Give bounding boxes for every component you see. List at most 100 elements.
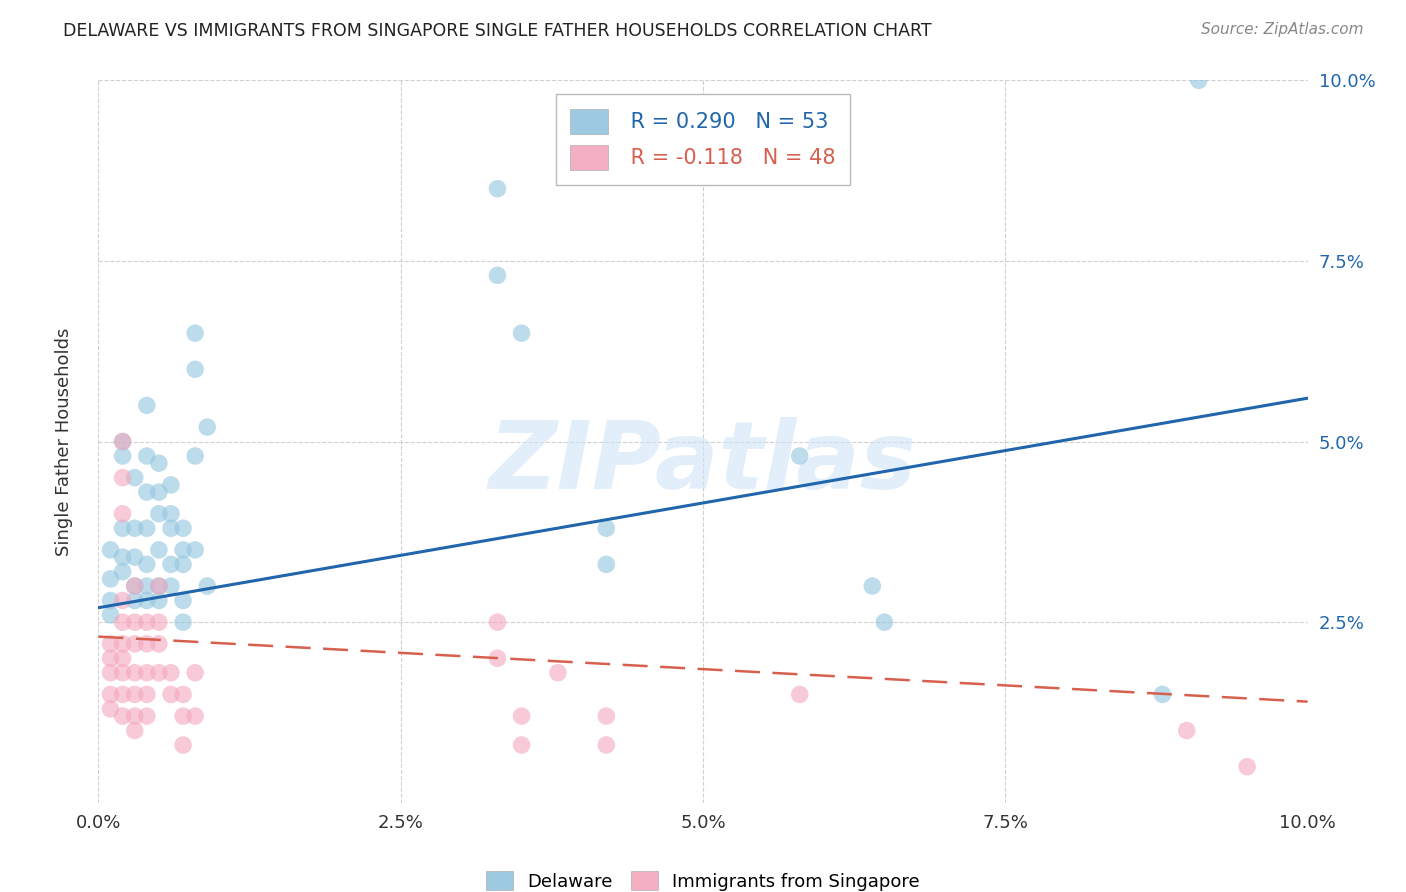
Y-axis label: Single Father Households: Single Father Households — [55, 327, 73, 556]
Point — [124, 579, 146, 593]
Point — [100, 702, 122, 716]
Point — [595, 709, 617, 723]
Point — [111, 687, 134, 701]
Point — [184, 449, 207, 463]
Point — [595, 558, 617, 572]
Point — [172, 558, 194, 572]
Point — [124, 709, 146, 723]
Point — [172, 709, 194, 723]
Point — [135, 593, 157, 607]
Point — [124, 521, 146, 535]
Point — [124, 471, 146, 485]
Point — [160, 507, 183, 521]
Point — [148, 579, 170, 593]
Point — [111, 449, 134, 463]
Point — [124, 550, 146, 565]
Point — [172, 687, 194, 701]
Point — [547, 665, 569, 680]
Point — [184, 542, 207, 557]
Point — [510, 738, 533, 752]
Point — [486, 268, 509, 283]
Point — [135, 558, 157, 572]
Point — [124, 593, 146, 607]
Point — [124, 723, 146, 738]
Point — [595, 521, 617, 535]
Text: DELAWARE VS IMMIGRANTS FROM SINGAPORE SINGLE FATHER HOUSEHOLDS CORRELATION CHART: DELAWARE VS IMMIGRANTS FROM SINGAPORE SI… — [63, 22, 932, 40]
Point — [873, 615, 896, 630]
Point — [595, 738, 617, 752]
Point — [148, 456, 170, 470]
Point — [172, 738, 194, 752]
Point — [111, 637, 134, 651]
Point — [135, 615, 157, 630]
Point — [100, 637, 122, 651]
Point — [111, 665, 134, 680]
Point — [148, 615, 170, 630]
Point — [124, 615, 146, 630]
Point — [148, 485, 170, 500]
Point — [148, 507, 170, 521]
Point — [1152, 687, 1174, 701]
Point — [100, 542, 122, 557]
Point — [148, 579, 170, 593]
Point — [111, 615, 134, 630]
Point — [135, 485, 157, 500]
Point — [111, 593, 134, 607]
Point — [148, 593, 170, 607]
Point — [111, 434, 134, 449]
Point — [111, 434, 134, 449]
Point — [124, 637, 146, 651]
Point — [111, 550, 134, 565]
Point — [486, 182, 509, 196]
Point — [160, 687, 183, 701]
Point — [172, 593, 194, 607]
Point — [135, 579, 157, 593]
Point — [184, 709, 207, 723]
Point — [510, 709, 533, 723]
Point — [195, 579, 218, 593]
Point — [184, 665, 207, 680]
Point — [111, 709, 134, 723]
Point — [184, 362, 207, 376]
Point — [486, 615, 509, 630]
Text: Source: ZipAtlas.com: Source: ZipAtlas.com — [1201, 22, 1364, 37]
Point — [486, 651, 509, 665]
Point — [100, 665, 122, 680]
Point — [1188, 73, 1211, 87]
Point — [100, 593, 122, 607]
Point — [111, 471, 134, 485]
Point — [100, 607, 122, 622]
Point — [148, 542, 170, 557]
Point — [160, 478, 183, 492]
Point — [135, 398, 157, 412]
Point — [111, 521, 134, 535]
Point — [160, 579, 183, 593]
Point — [789, 449, 811, 463]
Point — [160, 665, 183, 680]
Point — [135, 687, 157, 701]
Point — [135, 521, 157, 535]
Point — [124, 579, 146, 593]
Point — [124, 665, 146, 680]
Point — [160, 558, 183, 572]
Point — [111, 507, 134, 521]
Point — [1175, 723, 1198, 738]
Point — [172, 615, 194, 630]
Point — [789, 687, 811, 701]
Point — [111, 565, 134, 579]
Point — [510, 326, 533, 340]
Point — [172, 542, 194, 557]
Text: ZIPatlas: ZIPatlas — [489, 417, 917, 509]
Point — [172, 521, 194, 535]
Point — [184, 326, 207, 340]
Point — [100, 687, 122, 701]
Point — [860, 579, 883, 593]
Legend: Delaware, Immigrants from Singapore: Delaware, Immigrants from Singapore — [477, 863, 929, 892]
Point — [148, 665, 170, 680]
Point — [111, 651, 134, 665]
Point — [135, 637, 157, 651]
Point — [135, 709, 157, 723]
Point — [135, 449, 157, 463]
Point — [1236, 760, 1258, 774]
Point — [100, 572, 122, 586]
